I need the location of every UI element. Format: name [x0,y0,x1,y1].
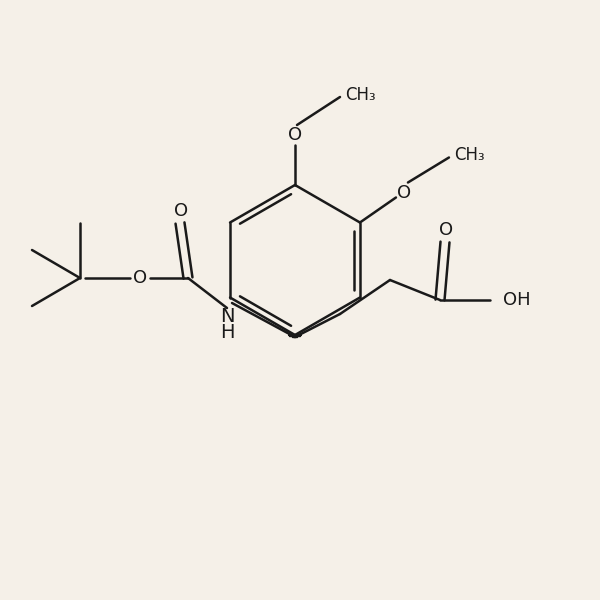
Text: O: O [133,269,147,287]
Text: O: O [397,184,411,202]
Text: CH₃: CH₃ [345,86,376,104]
Text: N: N [220,307,234,326]
Text: O: O [439,221,453,239]
Text: O: O [288,126,302,144]
Text: OH: OH [503,291,530,309]
Text: O: O [174,202,188,220]
Text: H: H [220,323,234,343]
Text: CH₃: CH₃ [454,146,485,164]
